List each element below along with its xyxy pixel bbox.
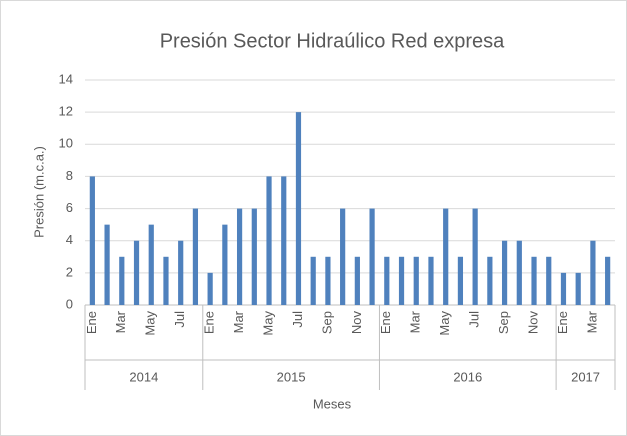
x-axis-title: Meses <box>313 396 352 411</box>
bar <box>178 240 184 305</box>
y-axis-title: Presión (m.c.a.) <box>31 146 46 238</box>
x-tick-label: Sep <box>496 311 511 334</box>
bar <box>295 112 302 306</box>
x-tick-label: Ene <box>84 311 99 334</box>
bar <box>340 208 346 305</box>
x-tick-label: Ene <box>555 311 570 334</box>
bar <box>89 176 95 305</box>
x-tick-label: Mar <box>584 310 599 333</box>
y-tick-label: 12 <box>59 104 73 119</box>
bar <box>207 272 213 305</box>
x-tick-label: Mar <box>408 310 423 333</box>
group-label: 2014 <box>129 369 158 384</box>
bar <box>266 176 272 305</box>
group-label: 2016 <box>453 369 482 384</box>
bar <box>487 256 493 305</box>
bar <box>531 256 537 305</box>
x-tick-label: Mar <box>231 310 246 333</box>
bar <box>354 256 360 305</box>
bar <box>457 256 464 305</box>
x-tick-label: Ene <box>378 311 393 334</box>
y-tick-label: 0 <box>66 296 73 311</box>
x-tick-label: Nov <box>525 311 540 335</box>
bar <box>222 224 228 305</box>
x-tick-label: Jul <box>290 311 305 328</box>
bar <box>148 224 154 305</box>
chart-title: Presión Sector Hidraúlico Red expresa <box>160 30 505 52</box>
bar <box>575 272 581 305</box>
bar <box>251 208 257 305</box>
bar <box>369 208 375 305</box>
bar <box>236 208 243 305</box>
x-tick-label: Nov <box>349 311 364 335</box>
x-tick-label: Mar <box>113 310 128 333</box>
bar <box>546 256 552 305</box>
bar <box>428 256 434 305</box>
bar <box>590 240 596 305</box>
bar <box>472 208 478 305</box>
bar <box>133 240 140 305</box>
bar <box>605 256 611 305</box>
bar <box>443 208 449 305</box>
y-tick-label: 2 <box>66 264 73 279</box>
bar <box>325 256 331 305</box>
group-label: 2017 <box>571 369 600 384</box>
bar <box>501 240 508 305</box>
x-tick-label: May <box>143 311 158 336</box>
bar <box>310 256 316 305</box>
bar <box>384 256 390 305</box>
bar <box>398 256 405 305</box>
y-tick-label: 4 <box>66 232 73 247</box>
bar <box>413 256 419 305</box>
y-tick-label: 6 <box>66 200 73 215</box>
bar <box>281 176 287 305</box>
bar <box>119 256 125 305</box>
y-tick-label: 10 <box>59 136 73 151</box>
x-tick-label: Ene <box>202 311 217 334</box>
x-tick-label: Jul <box>467 311 482 328</box>
bar <box>560 272 567 305</box>
y-tick-label: 8 <box>66 168 73 183</box>
y-tick-label: 14 <box>59 71 73 86</box>
x-tick-label: May <box>437 311 452 336</box>
bar <box>163 256 169 305</box>
group-label: 2015 <box>277 369 306 384</box>
bar <box>104 224 110 305</box>
x-tick-label: Sep <box>319 311 334 334</box>
bar <box>516 240 522 305</box>
bar <box>192 208 199 305</box>
x-tick-label: May <box>260 311 275 336</box>
x-tick-label: Jul <box>172 311 187 328</box>
